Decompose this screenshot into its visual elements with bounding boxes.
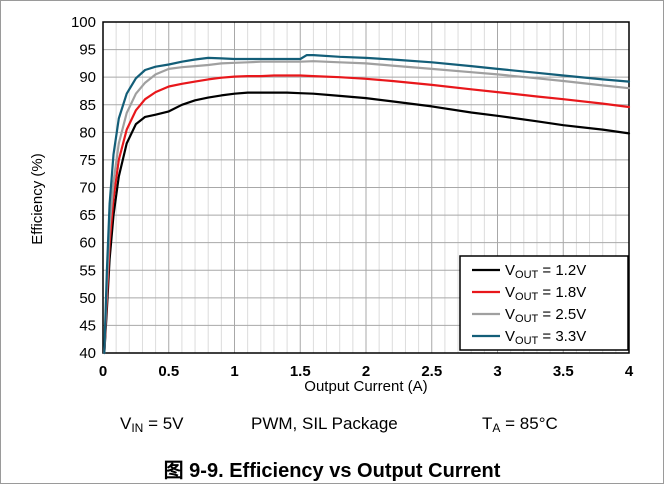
x-tick-label: 0.5 — [158, 363, 179, 380]
mode-condition: PWM, SIL Package — [251, 414, 398, 433]
x-tick-label: 0 — [99, 363, 107, 380]
series-line-1 — [103, 91, 631, 355]
series-line-4 — [103, 53, 631, 355]
series-lines — [103, 53, 631, 355]
y-tick-label: 95 — [79, 42, 96, 59]
x-tick-label: 1 — [230, 363, 238, 380]
y-axis-label: Efficiency (%) — [29, 153, 46, 244]
y-tick-label: 80 — [79, 124, 96, 141]
y-tick-label: 45 — [79, 317, 96, 334]
y-tick-label: 75 — [79, 152, 96, 169]
x-axis-tick-labels: 0 0.5 1 1.5 2 2.5 3 3.5 4 — [99, 363, 634, 380]
x-tick-label: 3 — [493, 363, 501, 380]
x-tick-label: 2 — [362, 363, 370, 380]
legend-entry: VOUT = 1.8V — [505, 284, 586, 303]
x-tick-label: 4 — [625, 363, 634, 380]
x-tick-label: 2.5 — [421, 363, 442, 380]
legend-box — [459, 255, 629, 351]
y-tick-label: 65 — [79, 207, 96, 224]
y-tick-label: 70 — [79, 180, 96, 197]
x-tick-label: 3.5 — [553, 363, 574, 380]
x-axis-label: Output Current (A) — [304, 378, 427, 395]
x-tick-label: 1.5 — [290, 363, 311, 380]
y-tick-label: 50 — [79, 290, 96, 307]
y-tick-label: 85 — [79, 97, 96, 114]
series-line-2 — [103, 74, 631, 355]
legend-entry: VOUT = 3.3V — [505, 328, 586, 347]
y-tick-label: 60 — [79, 235, 96, 252]
y-tick-label: 40 — [79, 345, 96, 362]
plot-border — [102, 21, 630, 354]
y-axis-tick-labels: 40 45 50 55 60 65 70 75 80 85 90 95 100 — [71, 14, 96, 362]
ta-condition: TA = 85°C — [482, 414, 558, 435]
figure-caption: 图 9-9. Efficiency vs Output Current — [163, 460, 501, 482]
y-tick-label: 90 — [79, 69, 96, 86]
series-line-3 — [103, 60, 631, 355]
vin-condition: VIN = 5V — [120, 414, 184, 435]
legend: VOUT = 1.2V VOUT = 1.8V VOUT = 2.5V VOUT = … — [459, 255, 629, 351]
legend-entry: VOUT = 1.2V — [505, 262, 586, 281]
legend-entry: VOUT = 2.5V — [505, 306, 586, 325]
efficiency-chart: 0 0.5 1 1.5 2 2.5 3 3.5 4 40 45 50 55 60 65 70 75 80 85 90… — [29, 14, 634, 395]
y-tick-label: 55 — [79, 262, 96, 279]
y-tick-label: 100 — [71, 14, 96, 31]
